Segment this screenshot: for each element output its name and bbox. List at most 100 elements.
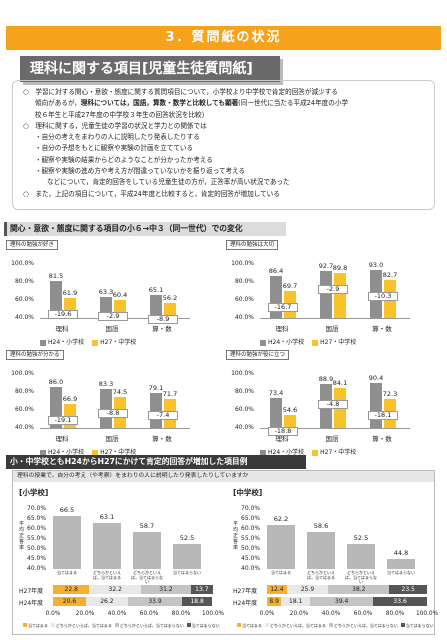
diff-label: -16.7 — [268, 303, 298, 313]
x-axis-line — [260, 318, 410, 319]
stacked-segment: 20.6 — [53, 597, 86, 606]
section-header-2: 小・中学校ともH24からH27にかけて肯定的回答が増加した項目例 — [6, 455, 306, 469]
value-label-h27: 69.7 — [282, 282, 298, 291]
legend-label-h24: H24・小学校 — [48, 449, 85, 456]
bar-chart-1: 理科の勉強が好き 100.0% 80.0% 60.0% 40.0% 81.5 61.9 -19… — [6, 240, 216, 346]
response-bar — [133, 531, 161, 569]
x-tick-label: 100.0% — [201, 611, 225, 617]
y-axis-title: 平均正答率 — [19, 521, 25, 551]
stacked-segment: 33.9 — [127, 597, 183, 606]
chart-legend: H24・小学校 H27・中学校 — [260, 337, 356, 346]
legend-swatch-h24 — [40, 449, 46, 456]
response-category: 当てはまる — [57, 570, 77, 575]
stacked-segment: 18.8 — [182, 597, 213, 606]
diff-label: -8.8 — [98, 408, 128, 418]
y-tick-label: 60.0% — [27, 525, 47, 532]
value-label-h24: 73.4 — [268, 388, 284, 397]
value-label-h24: 88.9 — [318, 374, 334, 383]
bar-chart-4: 理科の勉強が役に立つ 100.0% 80.0% 60.0% 40.0% 73.4 54.6 -… — [226, 350, 436, 456]
bar-h24 — [50, 280, 62, 318]
value-label-h27: 74.5 — [112, 387, 128, 396]
main-heading: 理科に関する項目[児童生徒質問紙] — [20, 56, 280, 82]
y-tick-label: 70.0% — [241, 505, 261, 512]
value-label-h27: 72.3 — [382, 389, 398, 398]
stacked-segment: 32.2 — [89, 585, 141, 594]
para-2e: などについて，肯定的回答をしている児童生徒の方が，正答率が高い状況であった — [47, 178, 290, 187]
para-3: ○ また，上記の項目について，平成24年度と比較すると，肯定的回答が増加している — [23, 189, 280, 198]
chart-legend: H24・小学校 H27・中学校 — [40, 447, 136, 456]
response-value: 66.5 — [59, 506, 75, 514]
legend-label: 当てはまる — [28, 623, 48, 628]
value-label-h27: 56.2 — [162, 294, 178, 303]
category-label: 国語 — [105, 435, 119, 443]
x-tick-label: 60.0% — [353, 611, 373, 617]
row-year: H24年度 — [233, 600, 258, 607]
x-tick-label: 0.0% — [259, 611, 275, 617]
y-tick-label: 80.0% — [14, 278, 34, 285]
category-label: 理科 — [55, 325, 69, 333]
stacked-segment: 8.9 — [267, 597, 282, 606]
category-label: 算・数 — [152, 325, 172, 333]
y-tick-label: 50.0% — [241, 545, 261, 552]
response-category: 当てはまる — [271, 570, 291, 575]
x-tick-label: 80.0% — [171, 611, 191, 617]
bottom-legend: 当てはまる どちらかといえば，当てはまる どちらかといえば，当てはまらない 当てはまら… — [237, 623, 437, 629]
value-label-h24: 93.0 — [368, 261, 384, 270]
category-label: 算・数 — [152, 435, 172, 443]
y-tick-label: 80.0% — [14, 388, 34, 395]
legend-label-h27: H27・中学校 — [320, 449, 357, 456]
legend-label: どちらかといえば，当てはまる — [55, 623, 112, 628]
stacked-segment: 23.5 — [389, 585, 427, 594]
stacked-segment: 13.7 — [190, 585, 213, 594]
value-label-h27: 60.4 — [112, 290, 128, 299]
diff-label: -19.1 — [48, 415, 78, 425]
legend-swatch-h24 — [260, 339, 266, 346]
bar-chart-3: 理科の勉強が分かる 100.0% 80.0% 60.0% 40.0% 86.0 66.9 -1… — [6, 350, 216, 456]
y-tick-label: 45.0% — [241, 555, 261, 562]
response-bar — [387, 559, 415, 569]
summary-text-box: ○ 学習に対する関心・意欲・態度に関する質問項目について，小学校より中学校で肯定… — [12, 80, 435, 210]
y-tick-label: 50.0% — [27, 545, 47, 552]
y-tick-label: 40.0% — [234, 314, 254, 321]
x-tick-label: 40.0% — [321, 611, 341, 617]
legend-swatch — [237, 623, 241, 627]
legend-label-h27: H27・中学校 — [100, 449, 137, 456]
y-tick-label: 60.0% — [14, 296, 34, 303]
section-title: 3．質問紙の状況 — [6, 26, 441, 50]
category-label: 算・数 — [372, 325, 392, 333]
category-label: 国語 — [325, 435, 339, 443]
value-label-h24: 81.5 — [48, 271, 64, 280]
legend-swatch-h27 — [92, 449, 99, 456]
response-category: どちらかといえば，当てはまらない — [131, 570, 163, 585]
value-label-h24: 83.3 — [98, 380, 114, 389]
y-tick-label: 60.0% — [234, 296, 254, 303]
chart-legend: H24・小学校 H27・中学校 — [40, 337, 136, 346]
diff-label: -18.1 — [368, 410, 398, 420]
response-value: 63.1 — [99, 512, 115, 521]
diff-label: -8.9 — [148, 315, 178, 325]
response-category: 当てはまらない — [387, 570, 415, 575]
category-label: 理科 — [275, 435, 289, 443]
para-2c: ・観察や実験の結果からどのようなことが分かったか考える — [35, 155, 213, 164]
response-value: 58.7 — [139, 521, 155, 530]
legend-swatch-h27 — [312, 449, 319, 456]
y-tick-label: 100.0% — [11, 260, 34, 267]
stacked-segment: 22.8 — [53, 585, 90, 594]
response-bar — [267, 524, 295, 569]
diff-label: -10.3 — [368, 291, 398, 301]
x-axis-line — [40, 428, 190, 429]
diff-label: -2.9 — [98, 311, 128, 321]
para-2b: ・自分の予想をもとに観察や実験の計画を立てている — [35, 144, 194, 153]
x-tick-label: 20.0% — [289, 611, 309, 617]
row-year: H27年度 — [19, 588, 44, 595]
stacked-segment: 31.2 — [141, 585, 191, 594]
category-label: 理科 — [55, 435, 69, 443]
category-label: 国語 — [325, 325, 339, 333]
legend-label: どちらかといえば，当てはまらない — [119, 623, 184, 628]
x-tick-label: 100.0% — [415, 611, 439, 617]
stacked-segment: 33.6 — [373, 597, 427, 606]
response-bar — [93, 522, 121, 569]
legend-label: どちらかといえば，当てはまる — [269, 623, 326, 628]
value-label-h24: 79.1 — [148, 383, 164, 392]
diff-label: -18.8 — [268, 426, 298, 436]
